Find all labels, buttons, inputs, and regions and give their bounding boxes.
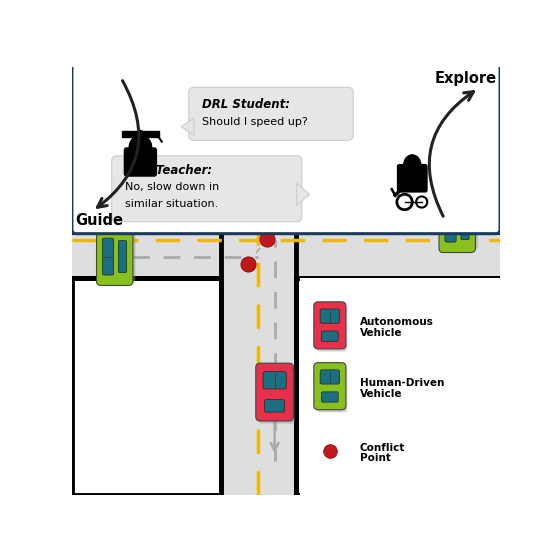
Text: No, slow down in: No, slow down in (124, 181, 219, 191)
FancyBboxPatch shape (263, 371, 286, 389)
FancyBboxPatch shape (443, 193, 478, 250)
Bar (72, 277, 220, 495)
FancyBboxPatch shape (124, 147, 157, 177)
Text: similar situation.: similar situation. (124, 199, 218, 209)
FancyBboxPatch shape (397, 164, 427, 192)
Text: Vehicle: Vehicle (360, 389, 402, 399)
FancyBboxPatch shape (317, 367, 347, 413)
Circle shape (129, 136, 152, 158)
FancyBboxPatch shape (314, 363, 346, 410)
FancyBboxPatch shape (118, 241, 127, 272)
Bar (300, 277, 500, 495)
Bar (220, 231, 296, 495)
FancyBboxPatch shape (112, 156, 302, 222)
FancyBboxPatch shape (461, 207, 469, 240)
Polygon shape (128, 130, 153, 141)
Polygon shape (297, 183, 310, 205)
Text: Guide: Guide (76, 214, 124, 229)
Text: DRL Student:: DRL Student: (201, 98, 290, 111)
Text: Point: Point (360, 453, 391, 463)
FancyBboxPatch shape (321, 331, 338, 341)
Polygon shape (181, 118, 194, 135)
FancyBboxPatch shape (256, 363, 294, 421)
FancyBboxPatch shape (321, 392, 338, 402)
Text: Human-Driven: Human-Driven (360, 378, 444, 388)
Bar (296, 202, 500, 231)
FancyBboxPatch shape (259, 368, 295, 424)
Text: Explore: Explore (435, 71, 497, 86)
FancyBboxPatch shape (317, 306, 347, 351)
Text: Vehicle: Vehicle (360, 328, 402, 338)
Bar (122, 131, 159, 137)
Ellipse shape (403, 155, 421, 176)
Bar (72, 202, 500, 277)
Bar (296, 277, 500, 495)
FancyBboxPatch shape (103, 238, 114, 275)
FancyArrowPatch shape (429, 92, 474, 216)
FancyBboxPatch shape (439, 195, 475, 252)
Text: LLM Teacher:: LLM Teacher: (124, 165, 211, 177)
Text: Autonomous: Autonomous (360, 317, 434, 327)
FancyBboxPatch shape (189, 87, 353, 140)
Bar (72, 202, 220, 231)
FancyBboxPatch shape (72, 63, 500, 234)
FancyBboxPatch shape (314, 302, 346, 349)
Text: Conflict: Conflict (360, 443, 405, 453)
FancyBboxPatch shape (320, 370, 340, 384)
FancyBboxPatch shape (320, 309, 340, 323)
Text: Should I speed up?: Should I speed up? (201, 117, 307, 127)
FancyBboxPatch shape (101, 226, 136, 282)
FancyBboxPatch shape (445, 205, 456, 242)
FancyBboxPatch shape (97, 228, 133, 285)
FancyArrowPatch shape (98, 81, 139, 207)
FancyBboxPatch shape (264, 400, 285, 412)
